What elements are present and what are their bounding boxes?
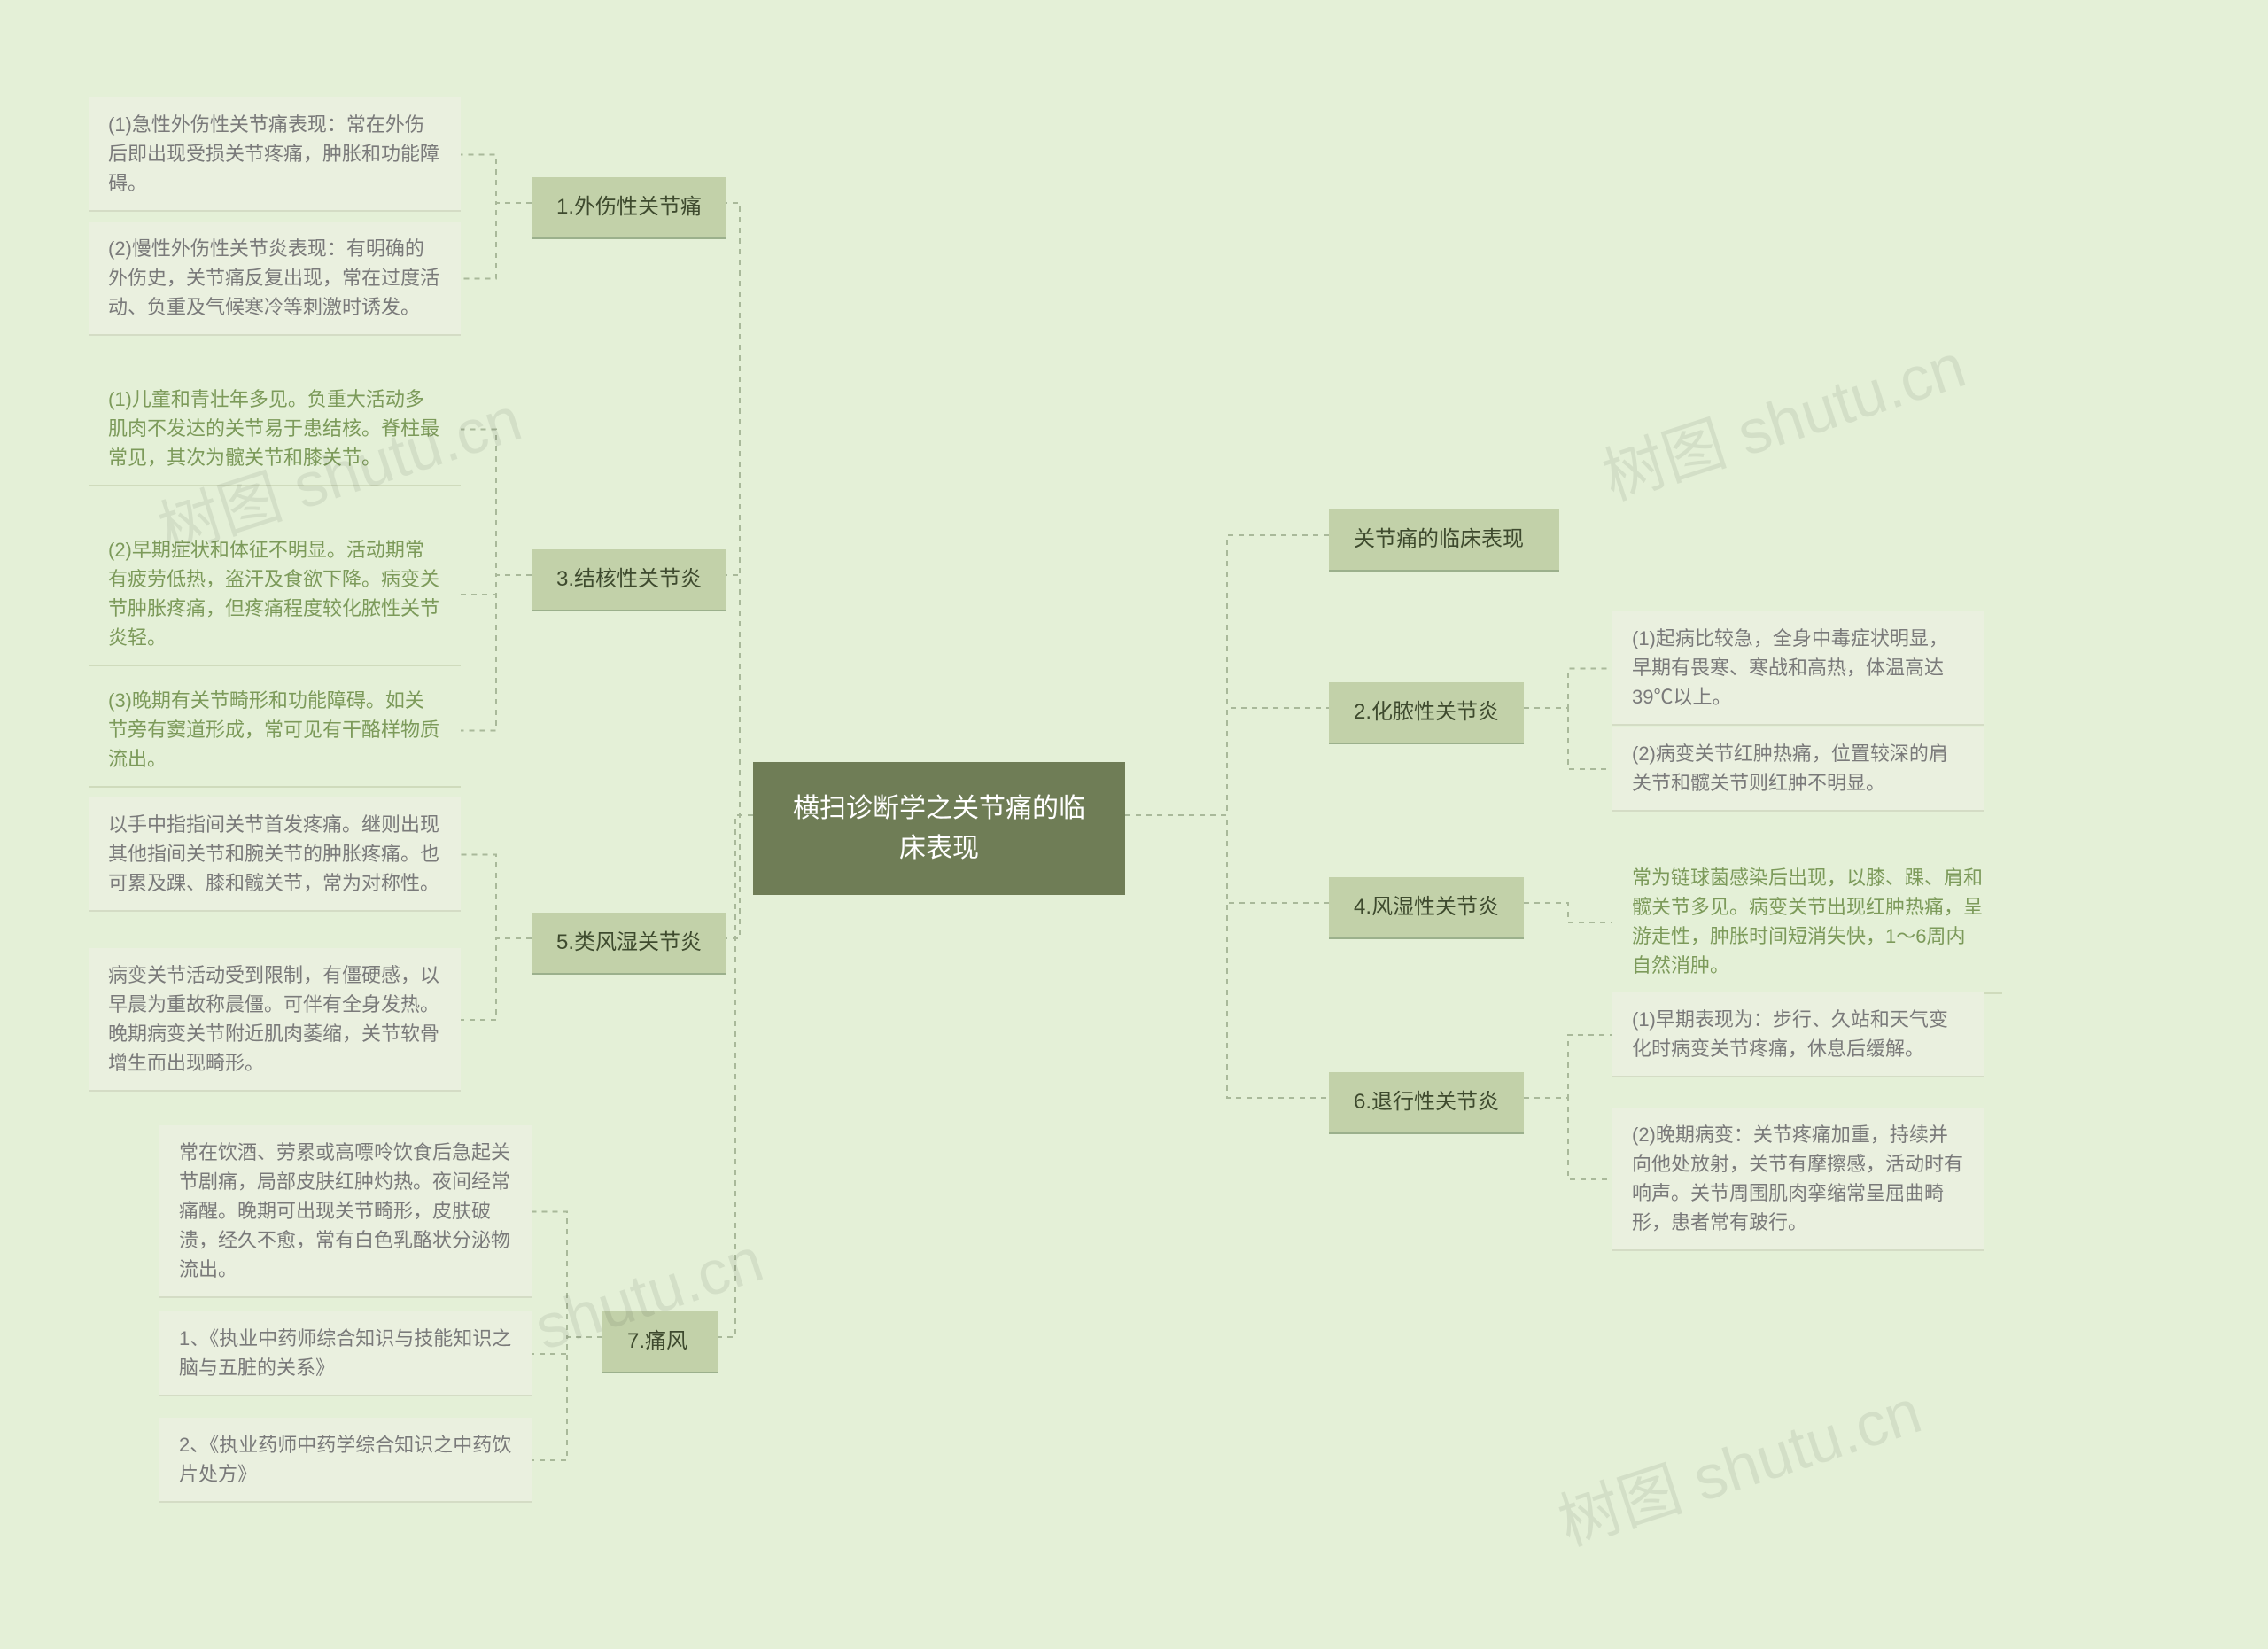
category-b3: 3.结核性关节炎 bbox=[532, 549, 726, 611]
leaf-b7-0: 常在饮酒、劳累或高嘌呤饮食后急起关节剧痛，局部皮肤红肿灼热。夜间经常痛醒。晚期可… bbox=[159, 1125, 532, 1298]
category-b7: 7.痛风 bbox=[602, 1311, 718, 1373]
leaf-b7-1: 1、《执业中药师综合知识与技能知识之脑与五脏的关系》 bbox=[159, 1311, 532, 1396]
leaf-b3-2: (3)晚期有关节畸形和功能障碍。如关节旁有窦道形成，常可见有干酪样物质流出。 bbox=[89, 673, 461, 788]
category-b2: 2.化脓性关节炎 bbox=[1329, 682, 1524, 744]
leaf-b5-0: 以手中指指间关节首发疼痛。继则出现其他指间关节和腕关节的肿胀疼痛。也可累及踝、膝… bbox=[89, 797, 461, 912]
category-b6: 6.退行性关节炎 bbox=[1329, 1072, 1524, 1134]
leaf-b3-0: (1)儿童和青壮年多见。负重大活动多肌肉不发达的关节易于患结核。脊柱最常见，其次… bbox=[89, 372, 461, 486]
category-b0: 关节痛的临床表现 bbox=[1329, 509, 1559, 572]
category-b4: 4.风湿性关节炎 bbox=[1329, 877, 1524, 939]
leaf-b6-0: (1)早期表现为：步行、久站和天气变化时病变关节疼痛，休息后缓解。 bbox=[1612, 992, 1984, 1077]
leaf-b6-1: (2)晚期病变：关节疼痛加重，持续并向他处放射，关节有摩擦感，活动时有响声。关节… bbox=[1612, 1108, 1984, 1251]
root-node: 横扫诊断学之关节痛的临床表现 bbox=[753, 762, 1125, 895]
leaf-b2-0: (1)起病比较急，全身中毒症状明显，早期有畏寒、寒战和高热，体温高达39℃以上。 bbox=[1612, 611, 1984, 726]
leaf-b1-0: (1)急性外伤性关节痛表现：常在外伤后即出现受损关节疼痛，肿胀和功能障碍。 bbox=[89, 97, 461, 212]
leaf-b3-1: (2)早期症状和体征不明显。活动期常有疲劳低热，盗汗及食欲下降。病变关节肿胀疼痛… bbox=[89, 523, 461, 666]
leaf-b7-2: 2、《执业药师中药学综合知识之中药饮片处方》 bbox=[159, 1418, 532, 1503]
leaf-b1-1: (2)慢性外伤性关节炎表现：有明确的外伤史，关节痛反复出现，常在过度活动、负重及… bbox=[89, 222, 461, 336]
watermark-3: 树图 shutu.cn bbox=[1546, 1362, 1931, 1563]
leaf-b5-1: 病变关节活动受到限制，有僵硬感，以早晨为重故称晨僵。可伴有全身发热。晚期病变关节… bbox=[89, 948, 461, 1092]
leaf-b2-1: (2)病变关节红肿热痛，位置较深的肩关节和髋关节则红肿不明显。 bbox=[1612, 727, 1984, 812]
category-b5: 5.类风湿关节炎 bbox=[532, 913, 726, 975]
watermark-2: 树图 shutu.cn bbox=[1590, 316, 1976, 517]
category-b1: 1.外伤性关节痛 bbox=[532, 177, 726, 239]
leaf-b4-0: 常为链球菌感染后出现，以膝、踝、肩和髋关节多见。病变关节出现红肿热痛，呈游走性，… bbox=[1612, 851, 2002, 994]
